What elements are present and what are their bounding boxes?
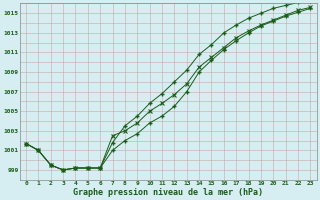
X-axis label: Graphe pression niveau de la mer (hPa): Graphe pression niveau de la mer (hPa) [73, 188, 263, 197]
